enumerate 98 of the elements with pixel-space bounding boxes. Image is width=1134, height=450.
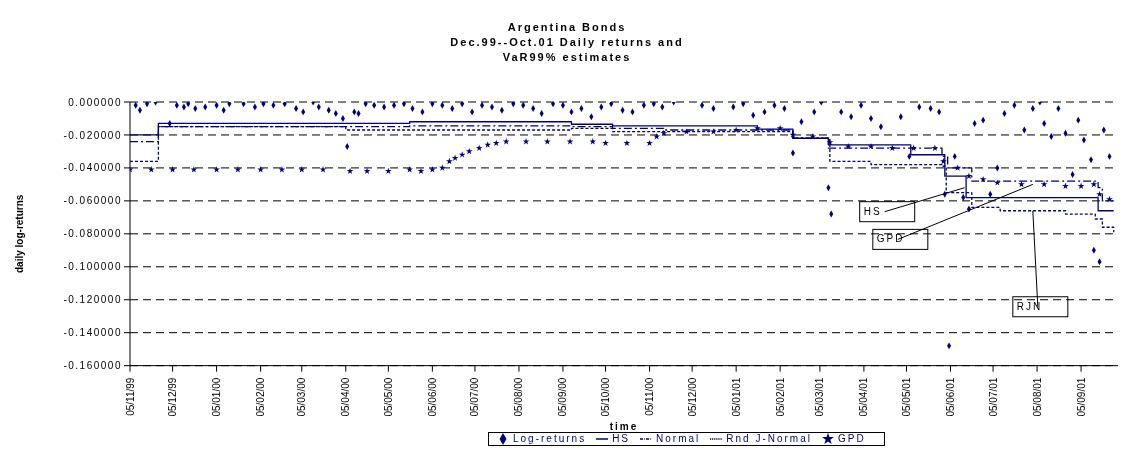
point [776,124,784,132]
point [732,126,740,133]
point [589,138,597,145]
point [754,124,761,132]
point [406,166,414,173]
chart-subtitle: Dec.99--Oct.01 Daily returns and VaR99% estimates [449,35,685,65]
x-tick-label: 05/11/99 [124,377,136,416]
point [602,139,609,147]
point [566,138,574,145]
x-tick-label: 05/12/99 [167,377,179,417]
point [522,138,530,145]
point [660,129,668,137]
x-tick-label: 05/09/00 [557,377,569,417]
x-tick-label: 05/01/01 [730,377,742,417]
point [1090,180,1098,188]
point [1096,190,1103,198]
point [278,166,286,173]
point [954,164,961,171]
x-tick-label: 05/08/00 [513,377,525,417]
point [257,166,264,173]
point [213,166,220,173]
x-tick-label: 05/02/01 [774,377,786,417]
point [965,172,973,180]
point [623,139,631,147]
point [910,144,917,151]
x-tick-label: 05/02/00 [255,377,267,417]
chart-title: Argentina Bonds [506,20,628,35]
point [826,138,834,146]
y-tick-label: -0.040000 [63,162,122,174]
point [451,154,459,161]
y-tick-label: -0.100000 [63,261,122,273]
point [940,157,947,165]
point [363,167,371,175]
point [646,139,653,147]
y-tick-label: -0.140000 [63,327,122,339]
point [1040,180,1048,188]
x-tick-label: 05/08/01 [1031,377,1043,417]
x-tick-label: 05/05/00 [382,377,394,417]
x-tick-label: 05/07/00 [469,377,481,417]
x-tick-label: 05/10/00 [600,377,612,417]
point [1077,182,1085,189]
x-tick-label: 05/06/01 [944,377,956,417]
y-tick-label: -0.020000 [63,129,122,141]
point [385,167,392,175]
point [298,166,306,173]
legend-label: Rnd J-Normal [726,432,812,444]
y-tick-label: 0.000000 [68,96,122,108]
point [867,142,875,150]
point [1106,195,1113,203]
point [190,166,198,173]
x-tick-label: 05/03/01 [814,377,826,417]
x-tick-label: 05/03/00 [296,377,308,417]
point [458,151,466,158]
y-tick-label: -0.060000 [63,195,122,207]
x-tick-label: 05/06/00 [426,377,438,417]
y-axis-title: daily log-returns [13,194,25,273]
callout-box: HS [859,187,966,223]
point [169,166,176,173]
point [475,144,483,151]
point [417,167,425,175]
point [234,166,242,173]
x-tick-label: 05/12/00 [686,377,698,417]
x-tick-label: 05/11/00 [644,377,656,416]
legend-label: HS [612,432,631,444]
x-tick-label: 05/01/00 [211,377,223,417]
point [502,138,510,145]
x-axis-title: time [609,420,639,432]
point [346,167,354,175]
point [465,147,473,155]
point [438,164,446,171]
point [789,131,797,138]
point [492,139,500,147]
legend-label: Log-returns [513,432,587,444]
x-tick-label: 05/04/01 [858,377,870,417]
legend-label: GPD [837,432,866,444]
x-tick-label: 05/04/00 [340,377,352,417]
point [979,175,987,183]
point [888,144,896,151]
y-tick-label: -0.160000 [63,360,122,372]
point [147,166,155,173]
y-tick-label: -0.080000 [63,228,122,240]
point [543,138,551,145]
point [319,166,327,173]
x-tick-label: 05/05/01 [900,377,912,417]
point [931,144,939,151]
legend-label: Normal [656,432,701,444]
x-tick-label: 05/07/01 [987,377,999,417]
callout-box: RJN [1012,210,1069,318]
point [844,142,852,150]
annotation: RJN [1016,300,1043,312]
annotation: GPD [876,233,905,245]
point [683,128,690,135]
point [1018,180,1025,188]
point [429,166,436,173]
annotation: HS [863,205,882,217]
y-tick-label: -0.120000 [63,294,122,306]
point [446,157,453,165]
x-tick-label: 05/09/01 [1075,377,1087,417]
